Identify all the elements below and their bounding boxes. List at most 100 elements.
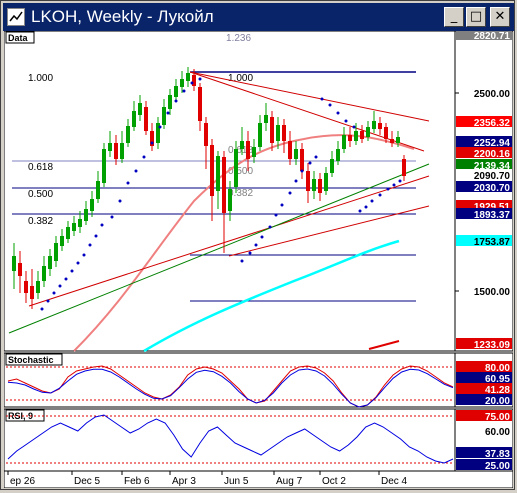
candle-body-22[interactable]	[144, 107, 148, 131]
trendline-green[interactable]	[8, 163, 430, 334]
price-tag-bg-4	[456, 147, 512, 158]
candle-body-35[interactable]	[222, 157, 226, 213]
candle-body-4[interactable]	[36, 281, 40, 293]
candle-body-59[interactable]	[366, 127, 370, 137]
sar-dot-29	[280, 203, 284, 207]
chart-area[interactable]: Data Stochastic RSI, 9 1.236 1.000 0.618…	[3, 29, 514, 489]
candle-body-15[interactable]	[102, 149, 106, 183]
price-tag-bg-9	[456, 208, 512, 219]
candle-body-39[interactable]	[246, 141, 250, 159]
candle-body-10[interactable]	[72, 223, 76, 231]
candle-body-12[interactable]	[84, 209, 88, 221]
candle-body-64[interactable]	[396, 137, 400, 143]
candle-body-8[interactable]	[60, 236, 64, 246]
candle-body-11[interactable]	[78, 219, 82, 227]
candle-body-56[interactable]	[348, 135, 352, 141]
candle-body-58[interactable]	[360, 131, 364, 139]
candle-body-36[interactable]	[228, 189, 232, 211]
candle-body-3[interactable]	[30, 286, 34, 299]
candle-body-1[interactable]	[18, 263, 22, 276]
maximize-button[interactable]: □	[466, 7, 486, 27]
candle-body-51[interactable]	[318, 179, 322, 193]
stochastic-k-line[interactable]	[7, 365, 454, 408]
candle-body-26[interactable]	[168, 95, 172, 109]
stoch-label-3: 20.00	[485, 396, 510, 407]
candle-body-50[interactable]	[312, 179, 316, 191]
chart-app-icon[interactable]	[7, 8, 25, 26]
stochastic-d-line[interactable]	[7, 368, 454, 408]
title-bar[interactable]: LKOH, Weekly - Лукойл _ □ ✕	[3, 3, 514, 31]
trendline-support-1[interactable]	[28, 175, 430, 307]
candle-body-37[interactable]	[234, 149, 238, 187]
candle-body-18[interactable]	[120, 143, 124, 159]
candle-body-45[interactable]	[282, 125, 286, 141]
candle-body-27[interactable]	[174, 86, 178, 97]
candle-body-63[interactable]	[390, 139, 394, 143]
candle-body-19[interactable]	[126, 126, 130, 143]
candle-body-25[interactable]	[162, 107, 166, 125]
candle-body-61[interactable]	[378, 123, 382, 129]
sar-dot-7	[82, 253, 86, 257]
candle-body-60[interactable]	[372, 121, 376, 129]
candle-body-53[interactable]	[330, 159, 334, 173]
candle-body-54[interactable]	[336, 149, 340, 161]
candle-body-0[interactable]	[12, 256, 16, 271]
candle-body-38[interactable]	[240, 141, 244, 149]
candle-body-41[interactable]	[258, 123, 262, 147]
candle-body-13[interactable]	[90, 199, 94, 211]
candle-body-65[interactable]	[402, 159, 406, 176]
minimize-button[interactable]: _	[444, 7, 464, 27]
candle-body-48[interactable]	[300, 149, 304, 171]
candle-body-32[interactable]	[204, 123, 208, 146]
candle-body-34[interactable]	[216, 156, 220, 191]
trendline-short-red[interactable]	[368, 340, 400, 350]
time-label-7: Dec 4	[381, 476, 408, 487]
trendline-support-2[interactable]	[228, 205, 430, 257]
candle-body-57[interactable]	[354, 131, 358, 141]
rsi-line[interactable]	[7, 414, 454, 464]
candle-body-31[interactable]	[198, 87, 202, 121]
time-axis-labels: ep 26 Dec 5 Feb 6 Apr 3 Jun 5 Aug 7 Oct 2 Dec 4	[7, 471, 408, 487]
candle-body-14[interactable]	[96, 181, 100, 199]
candle-body-42[interactable]	[264, 115, 268, 123]
candle-body-6[interactable]	[48, 256, 52, 269]
candle-body-62[interactable]	[384, 127, 388, 139]
candle-body-23[interactable]	[150, 131, 154, 146]
candle-body-29[interactable]	[186, 73, 190, 81]
stoch-label-2: 41.28	[485, 385, 510, 396]
candle-body-20[interactable]	[132, 111, 136, 127]
close-button[interactable]: ✕	[490, 7, 510, 27]
candle-body-7[interactable]	[54, 243, 58, 261]
candle-body-44[interactable]	[276, 125, 280, 141]
candle-body-16[interactable]	[108, 143, 112, 151]
candle-body-5[interactable]	[42, 266, 46, 281]
rsi-panel[interactable]	[3, 408, 456, 472]
candle-body-47[interactable]	[294, 149, 298, 159]
candle-body-43[interactable]	[270, 117, 274, 143]
candle-body-9[interactable]	[66, 227, 70, 239]
sar-dot-28	[274, 213, 278, 217]
candle-body-28[interactable]	[180, 79, 184, 87]
candle-body-55[interactable]	[342, 135, 346, 149]
trendline-resistance-1[interactable]	[189, 71, 430, 122]
candle-body-21[interactable]	[138, 103, 142, 115]
price-panel-label: Data	[8, 33, 29, 43]
candle-body-40[interactable]	[252, 147, 256, 157]
sar-dot-17	[158, 125, 162, 129]
candle-body-49[interactable]	[306, 171, 310, 191]
candle-body-30[interactable]	[192, 75, 196, 86]
candle-body-33[interactable]	[210, 145, 214, 196]
candlestick-series[interactable]	[12, 67, 406, 309]
price-label-3: 2252.94	[474, 138, 511, 149]
candle-body-24[interactable]	[156, 123, 160, 143]
sar-dot-16	[150, 141, 154, 145]
candle-body-46[interactable]	[288, 141, 292, 159]
moving-average-cyan[interactable]	[143, 239, 400, 353]
chart-canvas[interactable]: Data Stochastic RSI, 9 1.236 1.000 0.618…	[3, 29, 514, 489]
sar-dot-1	[46, 299, 50, 303]
stoch-tag-bg-3	[456, 394, 512, 405]
candle-body-2[interactable]	[24, 281, 28, 293]
candle-body-17[interactable]	[114, 143, 118, 159]
candle-body-52[interactable]	[324, 173, 328, 191]
price-tag-bg-7	[456, 181, 512, 192]
